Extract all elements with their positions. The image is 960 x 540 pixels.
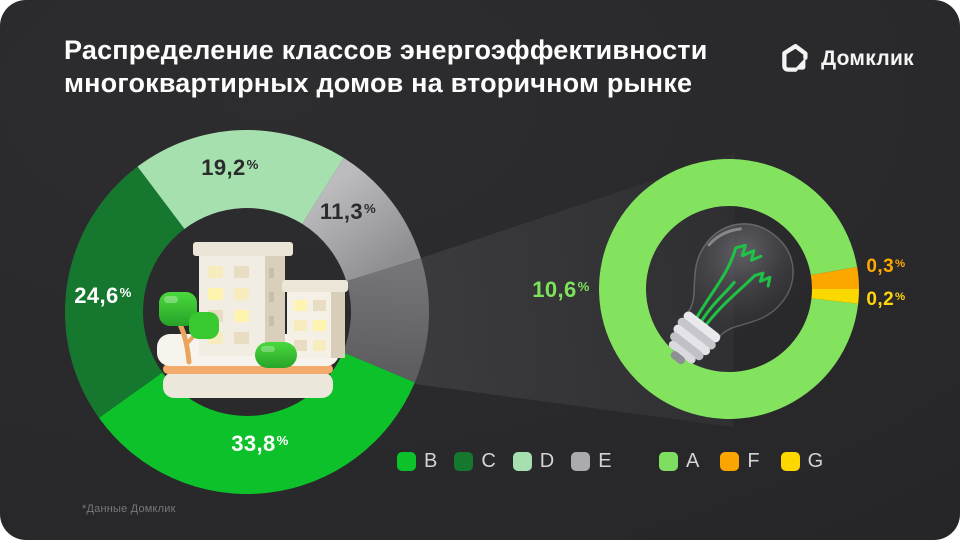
legend-item-e: E [571,450,612,472]
legend-item-a: A [659,450,700,472]
domclick-logo: Домклик [779,42,914,75]
legend-swatch-a [659,452,678,471]
legend-swatch-f [720,452,740,471]
building-tall [193,242,293,356]
legend-item-d: D [512,450,555,472]
donut-segment-A+F+G [342,258,430,383]
label-class-b: 33,8% [231,431,289,456]
donut-main [65,130,430,495]
buildings-illustration [157,242,348,398]
donut-zoom [598,158,860,419]
bulb-highlight [707,227,742,247]
label-class-g: 0,2% [866,289,906,310]
legend-item-b: B [397,450,438,472]
bulb-filament [695,243,772,326]
domclick-house-icon [782,43,808,72]
donut-segment-D [137,130,344,229]
page-title-line2: многоквартирных домов на вторичном рынке [64,68,693,98]
legend-label-e: E [598,450,612,472]
label-class-d: 19,2% [201,155,259,180]
donut-segment-A [598,158,859,419]
legend-swatch-d [512,452,532,471]
legend-swatch-e [571,452,591,471]
platform-base [163,372,333,398]
legend-swatch-g [780,452,800,471]
legend-label-d: D [539,450,555,472]
legend-item-c: C [454,450,496,472]
label-class-f: 0,3% [866,256,906,277]
donut-segment-C [65,166,185,418]
windows-short [294,300,326,351]
legend-label-c: C [481,450,496,472]
domclick-logo-text: Домклик [821,46,914,70]
legend-label-b: B [424,450,438,472]
page-title-line1: Распределение классов энергоэффективност… [64,35,708,65]
legend-item-g: G [780,450,824,472]
donut-segment-B [98,352,415,495]
label-class-e: 11,3% [319,199,377,224]
bulb-screw-base [668,311,721,365]
legend-item-f: F [720,450,760,472]
donut-segment-F [810,267,860,290]
legend-label-f: F [747,450,760,472]
label-class-a: 10,6% [532,277,590,302]
page-title: Распределение классов энергоэффективност… [64,34,708,100]
building-short [282,280,348,358]
legend-zoom-donut: A F G [659,450,824,472]
donut-segment-E [302,157,421,282]
platform-stripe [163,364,333,374]
legend-label-a: A [686,450,700,472]
bush [255,342,297,368]
lightbulb-illustration [668,223,794,365]
legend-main-donut: B C D E [397,450,612,472]
legend-swatch-c [454,452,474,471]
tree [159,292,219,365]
data-source-footnote: *Данные Домклик [82,503,176,515]
legend-swatch-b [397,452,416,471]
legend-label-g: G [807,450,824,472]
donut-segment-G [811,289,859,304]
label-class-c: 24,6% [74,283,132,308]
